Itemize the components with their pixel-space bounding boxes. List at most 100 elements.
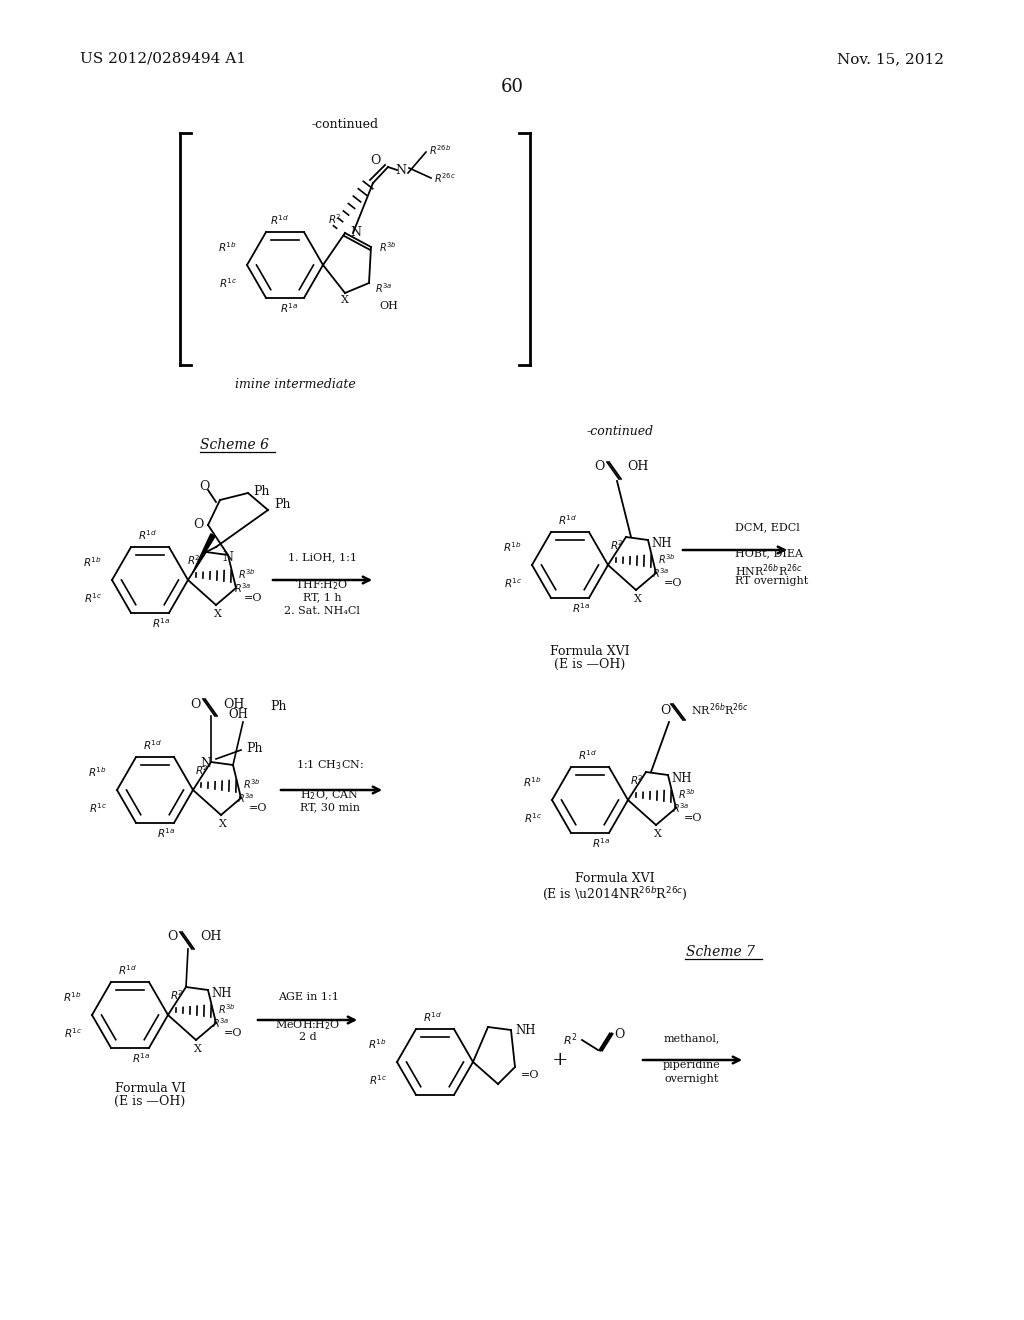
Text: Ph: Ph (274, 499, 291, 511)
Text: X: X (654, 829, 662, 840)
Text: =O: =O (224, 1028, 243, 1038)
Text: $R^{1a}$: $R^{1a}$ (132, 1051, 151, 1065)
Text: =O: =O (521, 1071, 540, 1080)
Text: $R^{2}$: $R^{2}$ (170, 989, 184, 1002)
Text: Ph: Ph (253, 484, 269, 498)
Text: $R^{26c}$: $R^{26c}$ (434, 172, 456, 185)
Text: AGE in 1:1: AGE in 1:1 (278, 993, 339, 1002)
Text: HOBt, DIEA: HOBt, DIEA (735, 548, 803, 558)
Text: =O: =O (664, 578, 683, 587)
Text: Ph: Ph (270, 700, 287, 713)
Text: $R^{3a}$: $R^{3a}$ (672, 801, 689, 814)
Text: $R^{1b}$: $R^{1b}$ (523, 775, 542, 789)
Text: Formula VI: Formula VI (115, 1082, 185, 1096)
Text: $R^{2}$: $R^{2}$ (610, 539, 624, 552)
Text: $R^{3b}$: $R^{3b}$ (243, 777, 261, 791)
Text: Scheme 6: Scheme 6 (201, 438, 269, 451)
Text: NH: NH (651, 537, 672, 550)
Text: X: X (219, 818, 227, 829)
Text: $R^{1c}$: $R^{1c}$ (63, 1026, 82, 1040)
Text: $R^{3b}$: $R^{3b}$ (379, 240, 397, 253)
Text: $R^{1b}$: $R^{1b}$ (63, 990, 82, 1005)
Text: $R^{1c}$: $R^{1c}$ (88, 801, 106, 814)
Text: US 2012/0289494 A1: US 2012/0289494 A1 (80, 51, 246, 66)
Text: O: O (194, 519, 204, 532)
Text: $R^{1d}$: $R^{1d}$ (423, 1010, 442, 1024)
Text: $R^2$: $R^2$ (563, 1032, 578, 1048)
Text: Ph: Ph (246, 742, 262, 755)
Text: N: N (395, 164, 407, 177)
Text: $R^{1a}$: $R^{1a}$ (572, 601, 591, 615)
Text: -continued: -continued (587, 425, 653, 438)
Text: $R^{1c}$: $R^{1c}$ (504, 576, 522, 590)
Text: $R^{1c}$: $R^{1c}$ (84, 591, 102, 605)
Text: imine intermediate: imine intermediate (234, 378, 355, 391)
Text: $R^{1c}$: $R^{1c}$ (523, 810, 542, 825)
Text: N: N (350, 227, 361, 239)
Text: O: O (190, 697, 201, 710)
Text: Scheme 7: Scheme 7 (685, 945, 755, 960)
Polygon shape (193, 533, 215, 572)
Text: (E is —OH): (E is —OH) (115, 1096, 185, 1107)
Text: NH: NH (671, 772, 691, 785)
Text: OH: OH (200, 931, 221, 944)
Text: $R^{2}$: $R^{2}$ (630, 774, 644, 787)
Text: $R^{1a}$: $R^{1a}$ (157, 826, 175, 840)
Text: NH: NH (515, 1023, 536, 1036)
Text: $R^{1c}$: $R^{1c}$ (369, 1073, 387, 1086)
Text: NH: NH (211, 987, 231, 1001)
Text: $R^{3b}$: $R^{3b}$ (238, 568, 256, 581)
Text: =O: =O (244, 593, 262, 603)
Text: O: O (168, 931, 178, 944)
Text: $R^{1d}$: $R^{1d}$ (558, 513, 578, 527)
Text: $R^{1b}$: $R^{1b}$ (503, 540, 522, 554)
Text: $R^{3a}$: $R^{3a}$ (212, 1016, 229, 1030)
Text: $R^{1b}$: $R^{1b}$ (218, 240, 237, 253)
Text: (E is \u2014NR$^{26b}$R$^{26c}$): (E is \u2014NR$^{26b}$R$^{26c}$) (542, 884, 688, 902)
Text: 60: 60 (501, 78, 523, 96)
Text: $R^{3b}$: $R^{3b}$ (678, 787, 696, 801)
Text: $R^{1b}$: $R^{1b}$ (83, 556, 102, 569)
Text: HNR$^{26b}$R$^{26c}$: HNR$^{26b}$R$^{26c}$ (735, 562, 803, 578)
Text: Nov. 15, 2012: Nov. 15, 2012 (837, 51, 944, 66)
Text: N: N (222, 550, 233, 564)
Text: -continued: -continued (311, 117, 379, 131)
Text: 2. Sat. NH₄Cl: 2. Sat. NH₄Cl (284, 606, 360, 616)
Text: $R^{3b}$: $R^{3b}$ (658, 552, 676, 566)
Text: MeOH:H$_2$O: MeOH:H$_2$O (275, 1018, 341, 1032)
Text: O: O (660, 704, 671, 717)
Text: $R^{3a}$: $R^{3a}$ (652, 566, 670, 579)
Text: OH: OH (379, 301, 398, 312)
Text: X: X (634, 594, 642, 605)
Text: X: X (341, 294, 349, 305)
Text: THF:H$_2$O: THF:H$_2$O (295, 578, 348, 591)
Text: piperidine: piperidine (664, 1060, 721, 1071)
Text: $R^{1a}$: $R^{1a}$ (152, 616, 171, 630)
Text: O: O (614, 1027, 625, 1040)
Text: RT overnight: RT overnight (735, 576, 808, 586)
Text: 1. LiOH, 1:1: 1. LiOH, 1:1 (288, 552, 356, 562)
Text: O: O (595, 461, 605, 474)
Text: H$_2$O, CAN: H$_2$O, CAN (300, 788, 359, 801)
Text: +: + (552, 1051, 568, 1069)
Text: Formula XVI: Formula XVI (550, 645, 630, 657)
Text: $R^{2}$: $R^{2}$ (328, 213, 342, 226)
Text: =O: =O (684, 813, 702, 822)
Text: $R^{1d}$: $R^{1d}$ (270, 213, 290, 227)
Text: OH: OH (228, 708, 248, 721)
Text: $R^{3a}$: $R^{3a}$ (234, 581, 252, 595)
Text: N: N (200, 756, 211, 770)
Text: DCM, EDCl: DCM, EDCl (735, 521, 800, 532)
Text: X: X (195, 1044, 202, 1053)
Text: X: X (214, 609, 222, 619)
Text: 2 d: 2 d (299, 1032, 316, 1041)
Text: $R^{1b}$: $R^{1b}$ (88, 766, 106, 779)
Text: OH: OH (223, 697, 245, 710)
Text: $R^{3a}$: $R^{3a}$ (237, 791, 255, 805)
Text: $R^{3a}$: $R^{3a}$ (375, 281, 392, 294)
Text: O: O (199, 479, 209, 492)
Text: 1:1 CH$_3$CN:: 1:1 CH$_3$CN: (296, 758, 364, 772)
Text: $R^{2}$: $R^{2}$ (196, 763, 209, 777)
Text: $R^{1d}$: $R^{1d}$ (143, 738, 163, 752)
Text: methanol,: methanol, (664, 1034, 720, 1043)
